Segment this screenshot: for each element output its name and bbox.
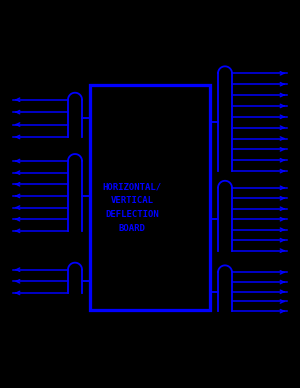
Text: BOARD: BOARD — [118, 224, 146, 233]
Bar — [90, 85, 210, 310]
Text: DEFLECTION: DEFLECTION — [105, 210, 159, 219]
Text: VERTICAL: VERTICAL — [110, 196, 154, 205]
Text: HORIZONTAL/: HORIZONTAL/ — [102, 182, 162, 191]
